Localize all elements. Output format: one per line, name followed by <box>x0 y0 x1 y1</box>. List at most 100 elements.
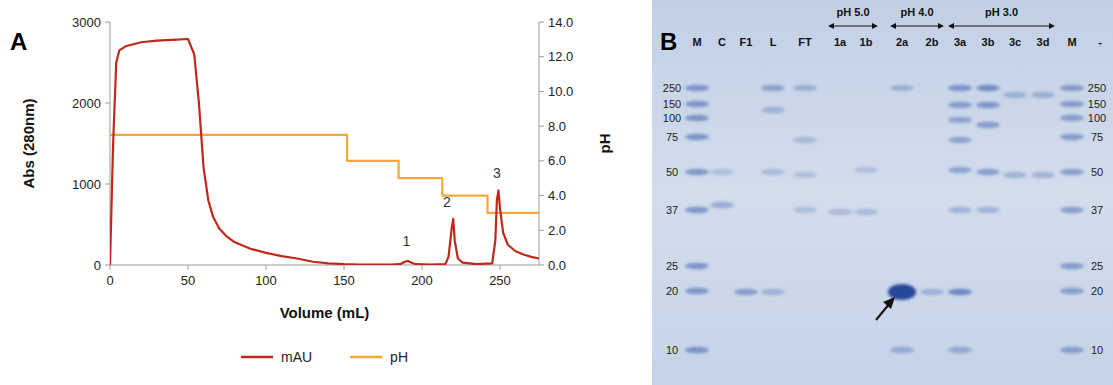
gel-band <box>710 202 734 208</box>
gel-band <box>734 289 758 295</box>
y-tick-label: 0 <box>94 258 101 273</box>
gel-band <box>1060 85 1084 91</box>
y2-tick <box>539 265 544 266</box>
lane-label: FT <box>798 36 812 48</box>
gel-band <box>1003 92 1027 98</box>
gel-band <box>685 263 709 269</box>
marker-label: 150 <box>1088 98 1106 110</box>
gel-band <box>1060 288 1084 294</box>
gel-band <box>976 102 1000 108</box>
gel-band <box>1003 172 1027 178</box>
group-arrowhead <box>872 23 878 29</box>
gel-bands <box>685 85 1084 353</box>
y-tick <box>105 184 110 185</box>
legend-item: mAU <box>241 349 312 365</box>
group-label: pH 3.0 <box>985 6 1018 18</box>
x-tick <box>188 265 189 270</box>
legend-swatch <box>241 356 273 359</box>
gel-band <box>976 207 1000 213</box>
gel-band <box>828 209 852 215</box>
gel-band <box>1060 101 1084 107</box>
y2-tick-label: 0.0 <box>548 258 566 273</box>
x-tick-label: 200 <box>411 273 433 288</box>
group-bracket <box>894 25 940 26</box>
group-bracket <box>952 25 1051 26</box>
marker-label: 100 <box>1088 112 1106 124</box>
lane-label: F1 <box>740 36 753 48</box>
marker-label: 75 <box>666 131 678 143</box>
marker-label: 75 <box>1091 131 1103 143</box>
gel-band <box>976 122 1000 128</box>
gel-band <box>793 207 817 213</box>
gel-band <box>793 137 817 143</box>
legend-item: pH <box>350 349 408 365</box>
legend-swatch <box>350 356 382 359</box>
marker-label: 250 <box>1088 82 1106 94</box>
marker-label: 100 <box>663 112 681 124</box>
lane-label: M <box>692 36 701 48</box>
lane-label: M <box>1067 36 1076 48</box>
gel-band <box>1060 263 1084 269</box>
legend-label: pH <box>390 349 408 365</box>
gel-band <box>948 117 972 123</box>
gel-band <box>948 102 972 108</box>
y2-tick-label: 2.0 <box>548 223 566 238</box>
y2-tick-label: 6.0 <box>548 153 566 168</box>
y2-axis <box>539 22 540 265</box>
gel-band <box>890 347 914 353</box>
y2-tick <box>539 22 544 23</box>
lane-label: L <box>770 36 777 48</box>
lane-label: 3a <box>954 36 967 48</box>
gel-band <box>685 169 709 175</box>
gel-band <box>948 137 972 143</box>
gel-band <box>793 172 817 178</box>
x-tick <box>344 265 345 270</box>
gel-band <box>948 85 972 91</box>
group-arrowhead <box>890 23 896 29</box>
x-tick <box>266 265 267 270</box>
group-arrowhead <box>1049 23 1055 29</box>
y2-axis-title: pH <box>596 134 613 154</box>
lane-label: 2a <box>896 36 909 48</box>
figure: A05010015020025001000200030000.02.04.06.… <box>0 0 1113 385</box>
marker-label: 250 <box>663 82 681 94</box>
gel-band <box>1060 207 1084 213</box>
y2-tick-label: 4.0 <box>548 188 566 203</box>
x-tick-label: 250 <box>489 273 511 288</box>
lane-label: - <box>1098 36 1102 48</box>
group-bracket <box>832 25 874 26</box>
gel-band <box>948 289 972 295</box>
y2-tick <box>539 91 544 92</box>
y-tick-label: 2000 <box>72 96 101 111</box>
gel-band <box>761 289 785 295</box>
marker-label: 10 <box>666 344 678 356</box>
gel-band <box>1060 115 1084 121</box>
x-tick <box>422 265 423 270</box>
group-arrowhead <box>938 23 944 29</box>
lane-label: 2b <box>926 36 939 48</box>
marker-label: 10 <box>1091 344 1103 356</box>
y2-tick-label: 14.0 <box>548 15 573 30</box>
gel-band <box>890 85 914 91</box>
gel-band-target <box>888 284 916 300</box>
group-label: pH 5.0 <box>836 6 869 18</box>
panel-label: A <box>10 28 27 55</box>
y2-tick <box>539 160 544 161</box>
y2-tick <box>539 126 544 127</box>
lane-label: 1b <box>860 36 873 48</box>
gel-band <box>1031 172 1055 178</box>
gel-band <box>948 207 972 213</box>
y-tick <box>105 22 110 23</box>
gel-band <box>710 169 734 175</box>
marker-label: 50 <box>1091 166 1103 178</box>
lane-label: 1a <box>834 36 847 48</box>
legend-label: mAU <box>281 349 312 365</box>
marker-label: 150 <box>663 98 681 110</box>
y-tick-label: 3000 <box>72 15 101 30</box>
gel-band <box>948 347 972 353</box>
x-tick <box>110 265 111 270</box>
gel-band <box>793 85 817 91</box>
arrow-head <box>883 297 895 309</box>
group-label: pH 4.0 <box>900 6 933 18</box>
gel-band <box>854 209 878 215</box>
